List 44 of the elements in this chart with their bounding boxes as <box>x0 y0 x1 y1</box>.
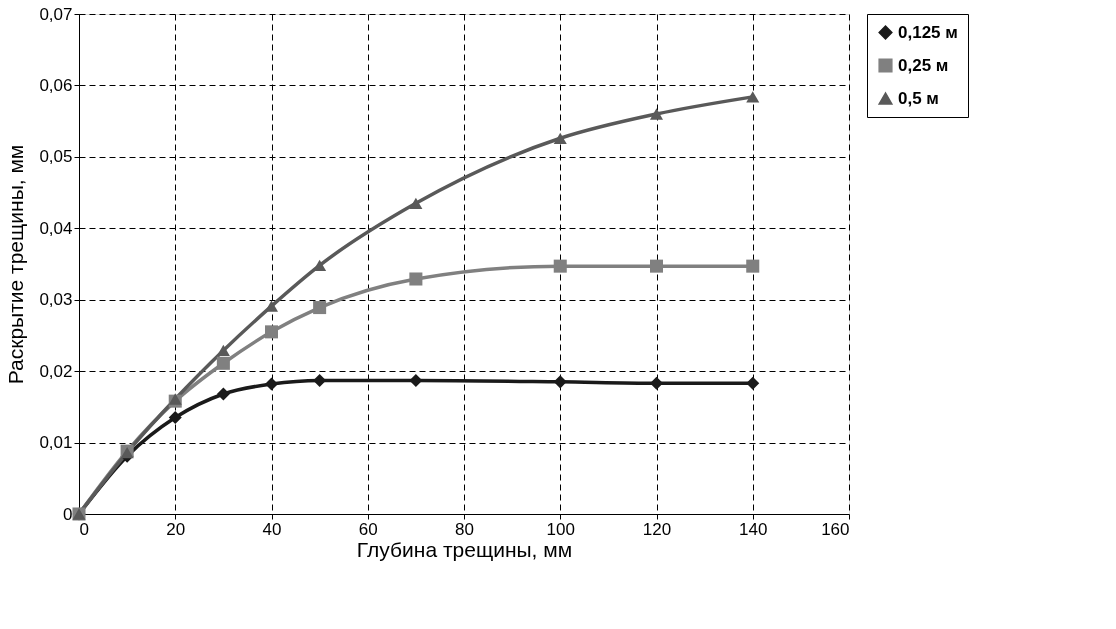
y-tick-label: 0,06 <box>39 75 73 95</box>
y-tick-label: 0,03 <box>39 290 73 310</box>
point <box>649 259 664 273</box>
point <box>553 259 567 273</box>
point <box>264 377 279 391</box>
point <box>216 356 230 370</box>
point <box>649 108 664 120</box>
point <box>409 197 423 209</box>
point <box>216 387 230 401</box>
point <box>553 375 567 389</box>
point <box>409 373 423 387</box>
point <box>649 376 664 390</box>
x-tick-label: 20 <box>166 519 186 539</box>
x-tick-label: 60 <box>358 519 378 539</box>
point <box>553 132 567 144</box>
y-tick-label: 0,04 <box>39 218 73 238</box>
x-tick-label: 80 <box>455 519 474 539</box>
point <box>313 373 327 387</box>
point <box>746 376 760 390</box>
point <box>264 325 279 339</box>
x-tick-label: 100 <box>546 519 575 539</box>
y-tick-label: 0,02 <box>39 361 73 381</box>
point <box>409 272 423 286</box>
legend-label: 0,125 м <box>898 22 958 42</box>
y-axis-title: Раскрытие трещины, мм <box>4 144 28 385</box>
point <box>264 300 279 312</box>
y-tick-label: 0,05 <box>39 147 73 167</box>
y-tick-label: 0,01 <box>39 433 73 453</box>
point <box>313 301 327 315</box>
x-tick-label: 40 <box>262 519 282 539</box>
x-tick-label: 160 <box>821 519 850 539</box>
y-tick-label: 0,07 <box>39 4 73 24</box>
x-axis-title: Глубина трещины, мм <box>356 537 573 561</box>
point <box>746 91 760 103</box>
y-tick-label: 0 <box>63 504 73 524</box>
legend-label: 0,25 м <box>898 55 949 75</box>
x-tick-label: 120 <box>642 519 672 539</box>
point <box>313 259 327 272</box>
x-tick-label: 140 <box>739 519 768 539</box>
point <box>746 259 760 273</box>
x-tick-label: 0 <box>79 519 89 539</box>
point <box>168 411 182 425</box>
legend-label: 0,5 м <box>898 88 939 108</box>
point <box>216 344 230 357</box>
